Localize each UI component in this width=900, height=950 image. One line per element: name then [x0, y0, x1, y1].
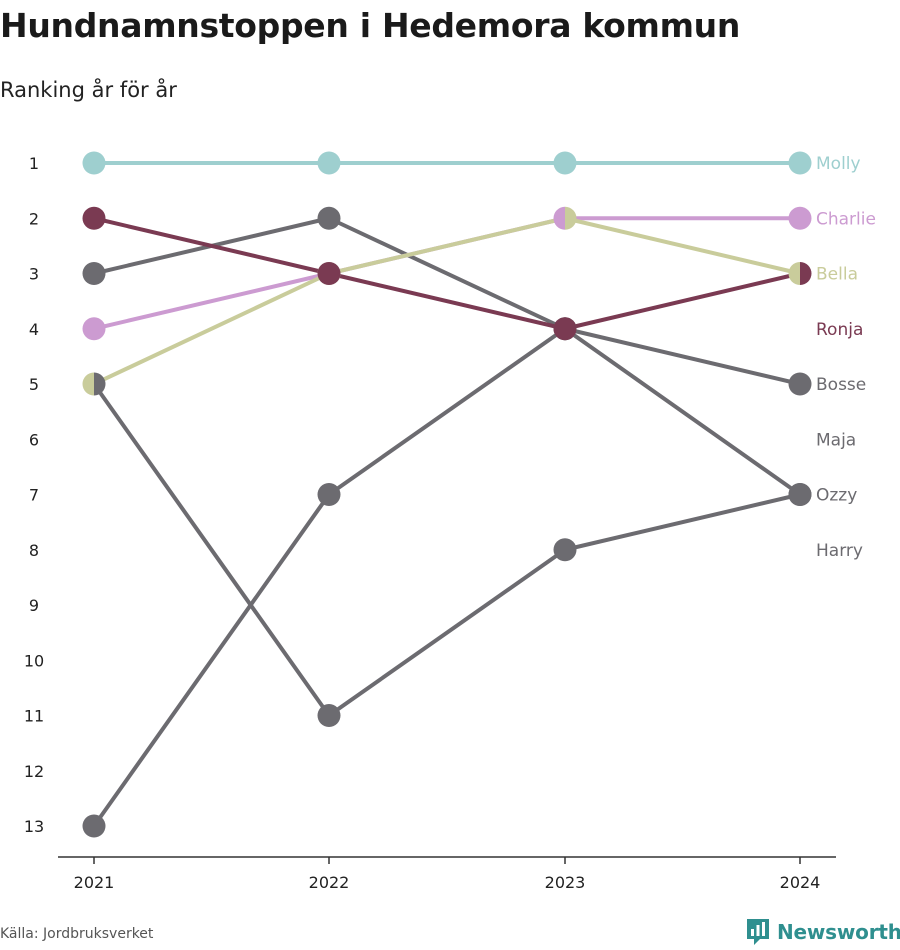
y-tick-label: 6: [29, 430, 39, 449]
point-bella: [788, 262, 800, 285]
brand-logo[interactable]: Newsworthy: [745, 917, 900, 947]
line-segment-ozzy: [92, 492, 331, 828]
point-ronja: [317, 262, 341, 285]
point-maja: [94, 372, 106, 396]
x-tick-label: 2024: [780, 873, 821, 892]
line-segment-ronja: [327, 271, 567, 331]
end-label-bella: Bella: [816, 265, 858, 285]
point-charlie: [82, 317, 106, 341]
end-label-charlie: Charlie: [816, 209, 876, 229]
line-segment-bosse: [563, 326, 802, 386]
series-points: [82, 151, 812, 838]
end-label-ozzy: Ozzy: [816, 486, 857, 506]
point-ozzy: [82, 814, 106, 838]
point-charlie: [788, 206, 812, 230]
point-bosse: [317, 206, 341, 230]
point-maja: [317, 704, 341, 727]
end-label-harry: Harry: [816, 541, 863, 561]
point-molly: [553, 151, 577, 175]
y-tick-label: 10: [24, 651, 44, 670]
x-tick-label: 2022: [309, 873, 350, 892]
line-segment-maja: [327, 547, 567, 718]
chart-logo-icon: [747, 919, 769, 945]
y-tick-label: 4: [29, 320, 39, 339]
point-bella: [565, 206, 577, 230]
end-labels: Molly Charlie Bella Ronja Bosse Maja Ozzy Harry: [816, 154, 876, 561]
point-bosse: [788, 372, 812, 396]
line-segment-charlie: [92, 271, 331, 331]
y-tick-label: 11: [24, 707, 44, 726]
x-axis: 2021 2022 2023 2024: [58, 856, 836, 892]
point-ronja: [82, 206, 106, 230]
end-label-maja: Maja: [816, 430, 856, 450]
line-segment-ozzy: [327, 326, 567, 497]
y-tick-label: 3: [29, 265, 39, 284]
end-label-bosse: Bosse: [816, 375, 866, 395]
y-tick-label: 7: [29, 486, 39, 505]
point-molly: [82, 151, 106, 175]
y-tick-label: 2: [29, 209, 39, 228]
point-maja: [553, 538, 577, 562]
series-lines: [92, 161, 802, 828]
y-tick-label: 13: [24, 817, 44, 836]
point-ozzy: [317, 483, 341, 506]
y-tick-label: 1: [29, 154, 39, 173]
point-ronja: [553, 317, 577, 341]
chart-title: Hundnamnstoppen i Hedemora kommun: [0, 6, 741, 45]
y-tick-label: 9: [29, 596, 39, 615]
brand-name: Newsworthy: [777, 920, 900, 944]
source-note: Källa: Jordbruksverket: [0, 926, 154, 942]
x-tick-label: 2023: [545, 873, 586, 892]
line-segment-ronja: [563, 271, 802, 331]
point-bella: [82, 372, 94, 396]
x-tick-label: 2021: [74, 873, 115, 892]
point-ozzy: [788, 483, 812, 506]
point-molly: [788, 151, 812, 175]
line-segment-ronja: [92, 216, 331, 276]
line-segment-bella: [327, 216, 567, 276]
point-molly: [317, 151, 341, 175]
line-segment-maja: [92, 382, 331, 718]
point-ronja: [800, 262, 812, 285]
y-tick-label: 5: [29, 375, 39, 394]
end-label-molly: Molly: [816, 154, 861, 174]
end-label-ronja: Ronja: [816, 320, 863, 340]
line-segment-maja: [563, 492, 802, 552]
y-tick-label: 8: [29, 541, 39, 560]
point-charlie: [553, 206, 565, 230]
line-segment-ozzy: [563, 326, 802, 497]
line-segment-bella: [92, 271, 331, 386]
chart-subtitle: Ranking år för år: [0, 78, 177, 102]
line-segment-bosse: [327, 216, 567, 331]
point-bosse: [82, 262, 106, 285]
y-tick-label: 12: [24, 762, 44, 781]
line-segment-bella: [563, 216, 802, 276]
